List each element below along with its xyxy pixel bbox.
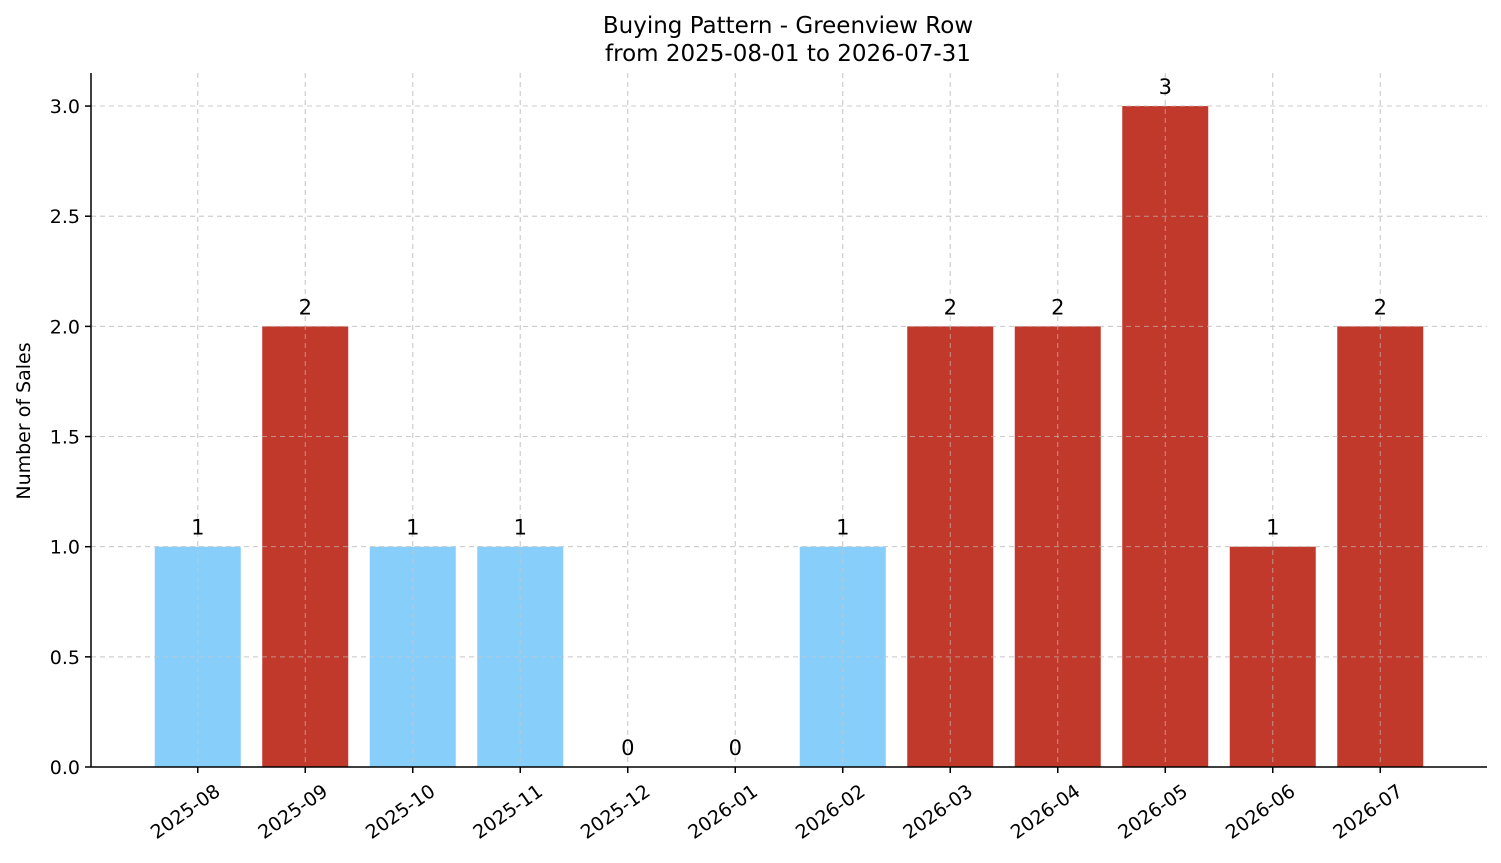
data-label-2026-06: 1: [1266, 516, 1279, 540]
data-label-2025-11: 1: [514, 516, 527, 540]
y-tick-label: 0.0: [50, 757, 80, 779]
x-tick-label: 2026-05: [1114, 780, 1192, 844]
x-tick-label: 2025-12: [577, 780, 655, 844]
x-tick-label: 2026-03: [899, 780, 977, 844]
x-tick-label: 2025-11: [469, 780, 547, 844]
x-tick-label: 2025-08: [147, 780, 225, 844]
data-label-2025-12: 0: [621, 736, 634, 760]
y-tick-label: 2.0: [50, 316, 80, 338]
data-label-2026-01: 0: [729, 736, 742, 760]
y-tick-label: 0.5: [50, 647, 80, 669]
x-tick-label: 2026-07: [1329, 780, 1407, 844]
x-tick-label: 2025-10: [362, 780, 440, 844]
data-label-2026-04: 2: [1051, 295, 1064, 319]
y-tick-label: 1.5: [50, 427, 80, 449]
data-label-2025-09: 2: [299, 295, 312, 319]
y-axis-label: Number of Sales: [13, 342, 35, 499]
x-tick-label: 2025-09: [254, 780, 332, 844]
chart-title: Buying Pattern - Greenview Row: [603, 13, 973, 39]
data-label-2026-07: 2: [1374, 295, 1387, 319]
y-tick-label: 1.0: [50, 537, 80, 559]
bars-layer: [91, 73, 1487, 768]
y-tick-label: 3.0: [50, 96, 80, 118]
data-label-2026-02: 1: [836, 516, 849, 540]
x-tick-label: 2026-01: [684, 780, 762, 844]
x-tick-label: 2026-02: [792, 780, 870, 844]
x-tick-label: 2026-06: [1222, 780, 1300, 844]
chart-subtitle: from 2025-08-01 to 2026-07-31: [605, 41, 971, 67]
axes-layer: [85, 73, 1487, 773]
data-label-2026-03: 2: [944, 295, 957, 319]
data-label-2025-10: 1: [406, 516, 419, 540]
data-label-2026-05: 3: [1159, 75, 1172, 99]
data-label-2025-08: 1: [191, 516, 204, 540]
x-tick-label: 2026-04: [1007, 780, 1085, 844]
y-tick-label: 2.5: [50, 206, 80, 228]
